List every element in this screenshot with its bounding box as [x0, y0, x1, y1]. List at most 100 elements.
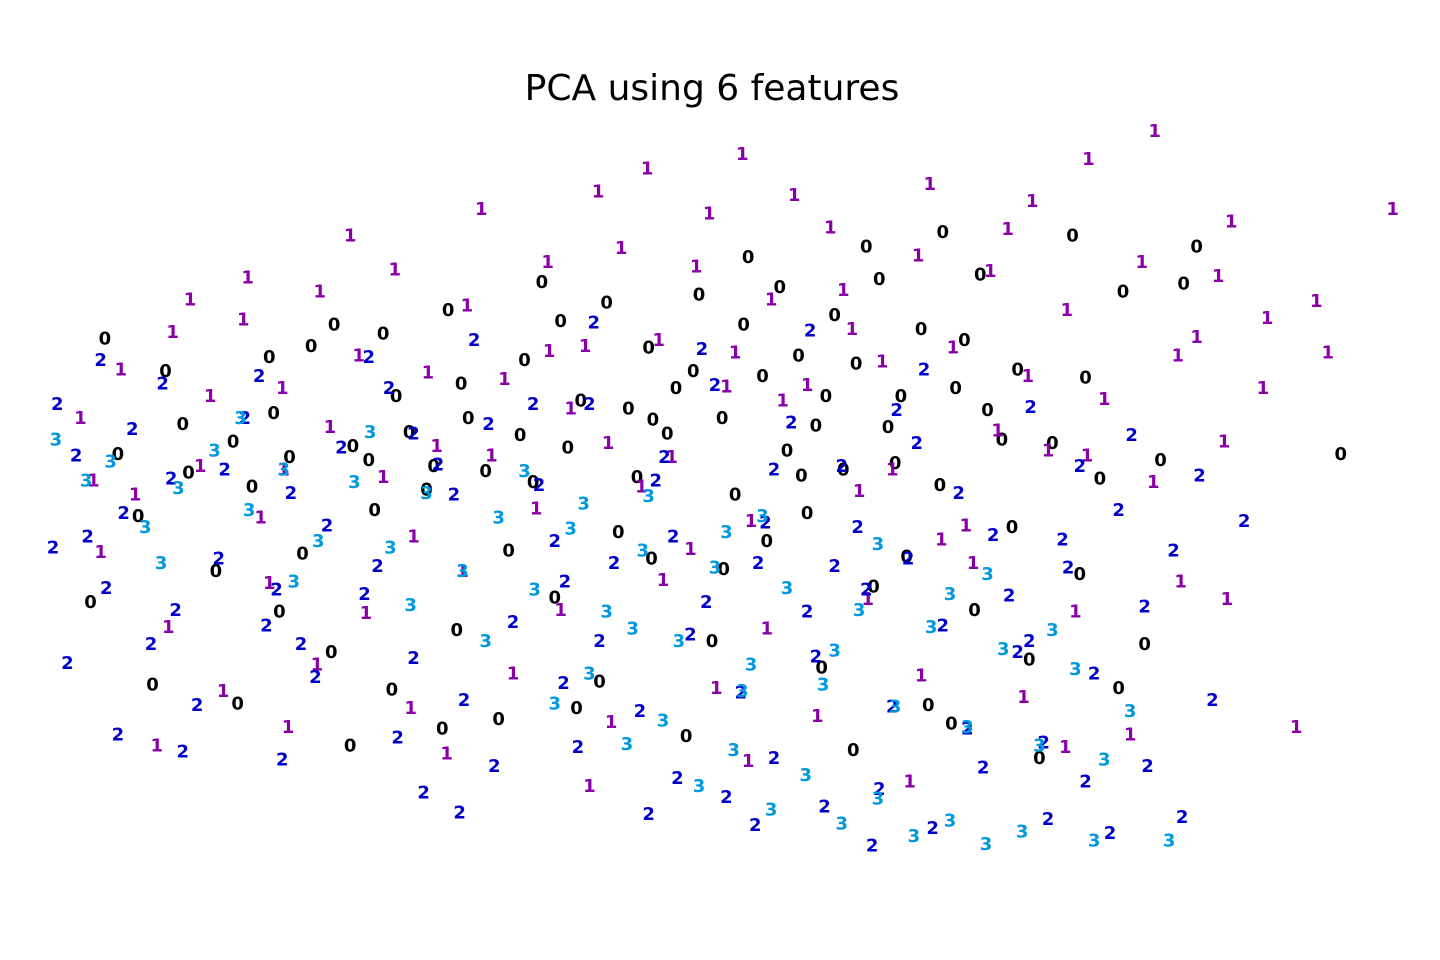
scatter-point-class-1: 1 — [1069, 601, 1082, 622]
scatter-point-class-0: 0 — [889, 453, 902, 474]
scatter-point-class-1: 1 — [430, 436, 443, 457]
scatter-point-class-2: 2 — [752, 553, 765, 574]
scatter-point-class-1: 1 — [935, 530, 948, 551]
scatter-point-class-0: 0 — [647, 409, 660, 430]
scatter-point-class-1: 1 — [824, 218, 837, 239]
scatter-point-class-3: 3 — [657, 711, 670, 732]
scatter-point-class-0: 0 — [246, 477, 259, 498]
scatter-point-class-1: 1 — [742, 751, 755, 772]
scatter-point-class-0: 0 — [680, 726, 693, 747]
scatter-point-class-0: 0 — [344, 736, 357, 757]
scatter-point-class-1: 1 — [811, 706, 824, 727]
scatter-point-class-3: 3 — [1069, 659, 1082, 680]
scatter-point-class-0: 0 — [687, 361, 700, 382]
scatter-point-class-0: 0 — [895, 386, 908, 407]
scatter-point-class-0: 0 — [716, 408, 729, 429]
scatter-point-class-1: 1 — [1212, 266, 1225, 287]
scatter-point-class-3: 3 — [518, 461, 531, 482]
scatter-point-class-1: 1 — [729, 342, 742, 363]
scatter-point-class-2: 2 — [836, 456, 849, 477]
scatter-point-class-0: 0 — [436, 718, 449, 739]
scatter-point-class-1: 1 — [720, 377, 733, 398]
scatter-point-class-0: 0 — [1066, 225, 1079, 246]
scatter-point-class-2: 2 — [987, 525, 1000, 546]
scatter-point-class-1: 1 — [456, 561, 469, 582]
scatter-point-class-1: 1 — [530, 498, 543, 519]
scatter-point-class-1: 1 — [592, 182, 605, 203]
scatter-point-class-1: 1 — [1322, 342, 1335, 363]
scatter-point-class-0: 0 — [368, 500, 381, 521]
scatter-point-class-1: 1 — [615, 238, 628, 259]
scatter-point-class-1: 1 — [115, 360, 128, 381]
scatter-point-class-2: 2 — [213, 548, 226, 569]
scatter-point-class-1: 1 — [765, 289, 778, 310]
scatter-point-class-1: 1 — [282, 717, 295, 738]
chart-title: PCA using 6 features — [525, 68, 900, 109]
scatter-point-class-1: 1 — [710, 678, 723, 699]
scatter-point-class-1: 1 — [485, 445, 498, 466]
scatter-point-class-3: 3 — [1016, 821, 1029, 842]
scatter-point-class-1: 1 — [703, 204, 716, 225]
scatter-point-class-2: 2 — [709, 375, 722, 396]
scatter-point-class-0: 0 — [737, 314, 750, 335]
scatter-point-class-2: 2 — [527, 394, 540, 415]
scatter-point-class-2: 2 — [559, 572, 572, 593]
scatter-point-class-2: 2 — [1141, 756, 1154, 777]
scatter-point-class-0: 0 — [828, 305, 841, 326]
scatter-point-class-0: 0 — [867, 576, 880, 597]
scatter-point-class-0: 0 — [670, 378, 683, 399]
scatter-point-class-1: 1 — [87, 470, 100, 491]
scatter-point-class-2: 2 — [126, 419, 139, 440]
scatter-point-class-0: 0 — [996, 430, 1009, 451]
scatter-point-class-0: 0 — [427, 456, 440, 477]
scatter-point-class-0: 0 — [661, 424, 674, 445]
scatter-point-class-2: 2 — [886, 697, 899, 718]
scatter-point-class-0: 0 — [1117, 282, 1130, 303]
scatter-point-class-0: 0 — [937, 222, 950, 243]
scatter-point-class-2: 2 — [588, 313, 601, 334]
scatter-point-class-3: 3 — [528, 580, 541, 601]
scatter-point-class-0: 0 — [283, 447, 296, 468]
scatter-point-class-1: 1 — [377, 467, 390, 488]
scatter-point-class-0: 0 — [815, 658, 828, 679]
scatter-point-class-2: 2 — [977, 757, 990, 778]
scatter-point-class-0: 0 — [795, 466, 808, 487]
scatter-point-class-0: 0 — [1112, 678, 1125, 699]
scatter-point-class-0: 0 — [182, 463, 195, 484]
scatter-point-class-1: 1 — [311, 654, 324, 675]
scatter-point-class-1: 1 — [1022, 366, 1035, 387]
scatter-point-class-3: 3 — [479, 631, 492, 652]
scatter-point-class-3: 3 — [583, 664, 596, 685]
scatter-point-class-0: 0 — [570, 698, 583, 719]
scatter-point-class-3: 3 — [889, 697, 902, 718]
scatter-point-class-2: 2 — [253, 366, 266, 387]
scatter-point-class-1: 1 — [543, 341, 556, 362]
scatter-point-class-0: 0 — [693, 285, 706, 306]
scatter-point-class-3: 3 — [492, 508, 505, 529]
scatter-point-class-2: 2 — [642, 804, 655, 825]
scatter-point-class-0: 0 — [801, 503, 814, 524]
scatter-point-class-0: 0 — [873, 269, 886, 290]
scatter-point-class-0: 0 — [717, 559, 730, 580]
scatter-point-class-1: 1 — [886, 459, 899, 480]
scatter-point-class-2: 2 — [112, 725, 125, 746]
scatter-point-class-1: 1 — [254, 508, 267, 529]
scatter-point-class-1: 1 — [360, 603, 373, 624]
scatter-point-class-0: 0 — [377, 324, 390, 345]
scatter-point-class-2: 2 — [768, 748, 781, 769]
scatter-point-class-2: 2 — [804, 321, 817, 342]
scatter-point-class-3: 3 — [800, 765, 813, 786]
scatter-point-class-2: 2 — [363, 347, 376, 368]
scatter-point-class-3: 3 — [1033, 736, 1046, 757]
scatter-point-class-3: 3 — [600, 601, 613, 622]
scatter-point-class-0: 0 — [518, 350, 531, 371]
scatter-point-class-0: 0 — [729, 484, 742, 505]
scatter-point-class-2: 2 — [549, 531, 562, 552]
scatter-point-class-2: 2 — [391, 728, 404, 749]
scatter-point-class-2: 2 — [432, 455, 445, 476]
scatter-point-class-1: 1 — [1261, 308, 1274, 329]
scatter-point-class-2: 2 — [1138, 597, 1151, 618]
scatter-point-class-3: 3 — [456, 561, 469, 582]
scatter-point-class-1: 1 — [129, 484, 142, 505]
